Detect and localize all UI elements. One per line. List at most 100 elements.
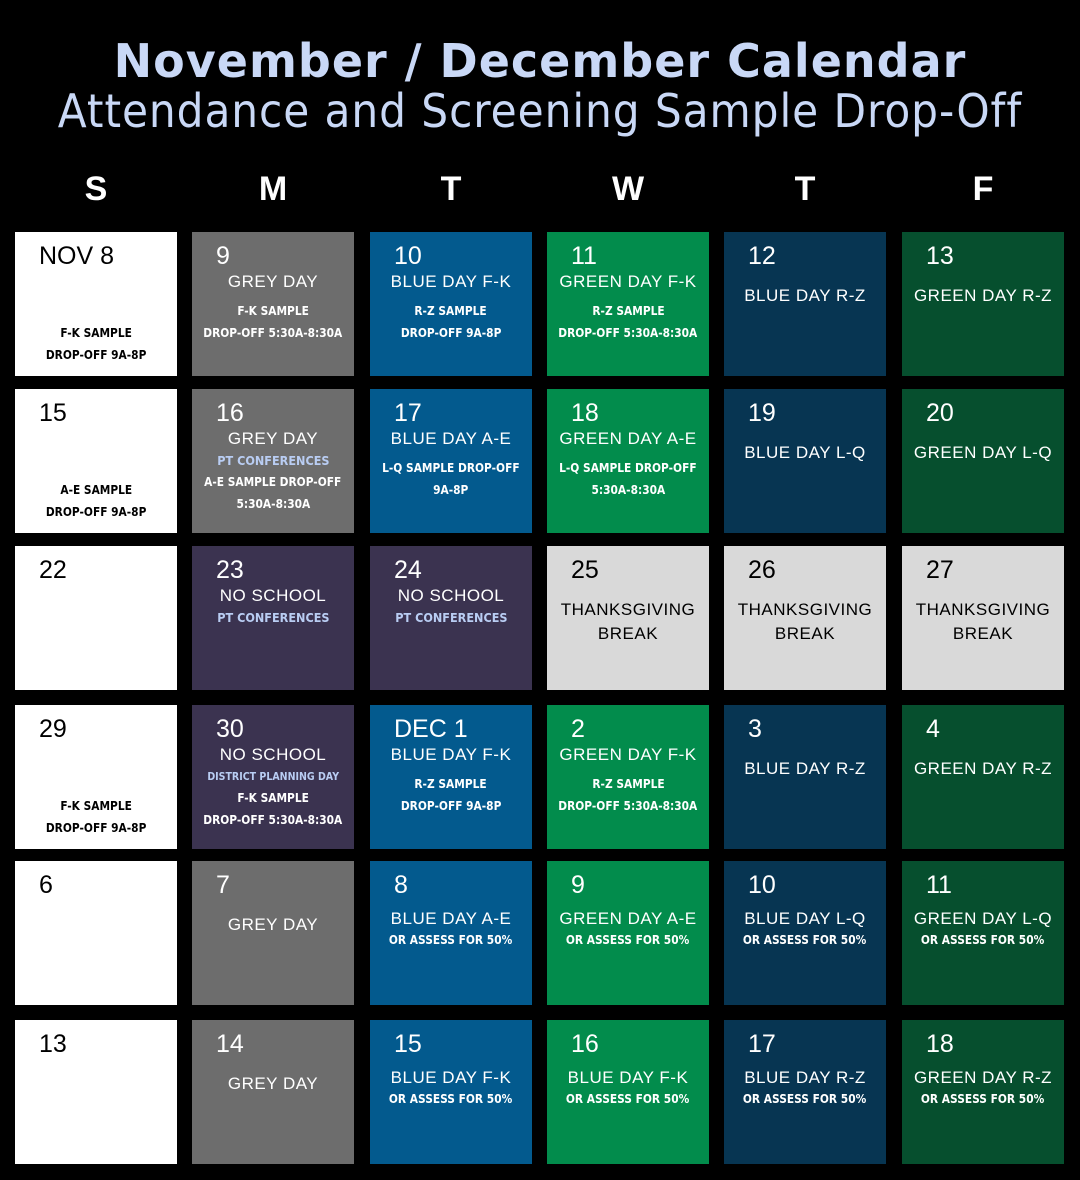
day-label: BLUE DAY F-K (567, 1068, 689, 1087)
day-label: THANKSGIVING BREAK (560, 600, 696, 643)
day-label: GREEN DAY F-K (559, 272, 697, 291)
day-number: 16 (216, 399, 244, 427)
day-number: 13 (926, 242, 954, 270)
title: November / December Calendar (113, 34, 967, 88)
day-number: 20 (926, 399, 954, 427)
drop-off-line: OR ASSESS FOR 50% (743, 932, 867, 947)
day-cell: 29 F-K SAMPLE DROP-OFF 9A-8P (15, 705, 177, 849)
day-cell: 12 BLUE DAY R-Z (724, 232, 886, 376)
day-note: PT CONFERENCES (216, 610, 330, 625)
day-cell: 11 GREEN DAY F-K R-Z SAMPLE DROP-OFF 5:30A-… (547, 232, 709, 376)
day-number: 17 (394, 399, 422, 427)
cell-body: GREY DAY (198, 1058, 348, 1154)
cell-body: BLUE DAY A-E OR ASSESS FOR 50% (376, 899, 526, 995)
cell-body: GREEN DAY R-Z (908, 743, 1058, 839)
drop-off-info: OR ASSESS FOR 50% (378, 1090, 523, 1108)
day-number: NOV 8 (39, 242, 115, 270)
drop-off-info: F-K SAMPLE DROP-OFF 5:30A-8:30A (191, 300, 355, 344)
drop-off-line: DROP-OFF 5:30A-8:30A (203, 812, 343, 827)
drop-off-info: F-K SAMPLE DROP-OFF 5:30A-8:30A (191, 787, 355, 831)
day-number: 18 (571, 399, 599, 427)
cell-body: BLUE DAY L-Q (730, 427, 880, 523)
drop-off-line: DROP-OFF 9A-8P (400, 325, 502, 340)
day-label: GREEN DAY L-Q (913, 443, 1053, 462)
drop-off-line: F-K SAMPLE (237, 790, 309, 805)
weekday-header: W (611, 170, 645, 208)
drop-off-info: OR ASSESS FOR 50% (555, 931, 700, 949)
day-number: 15 (394, 1030, 422, 1058)
drop-off-info: A-E SAMPLE DROP-OFF 5:30A-8:30A (192, 471, 353, 515)
day-number: 15 (39, 399, 67, 427)
drop-off-line: OR ASSESS FOR 50% (921, 1091, 1045, 1106)
drop-off-info: OR ASSESS FOR 50% (732, 1090, 877, 1108)
cell-body: BLUE DAY L-Q OR ASSESS FOR 50% (730, 899, 880, 995)
day-label: THANKSGIVING BREAK (737, 600, 873, 643)
day-cell: 4 GREEN DAY R-Z (902, 705, 1064, 849)
drop-off-line: A-E SAMPLE DROP-OFF (204, 474, 342, 489)
cell-body: BLUE DAY F-K OR ASSESS FOR 50% (553, 1058, 703, 1154)
day-cell: 19 BLUE DAY L-Q (724, 389, 886, 533)
cell-body (21, 1058, 171, 1154)
day-number: 17 (748, 1030, 776, 1058)
drop-off-line: F-K SAMPLE (60, 798, 132, 813)
cell-body: THANKSGIVING BREAK (908, 584, 1058, 680)
day-label: BLUE DAY R-Z (744, 286, 866, 305)
drop-off-line: OR ASSESS FOR 50% (389, 932, 513, 947)
drop-off-info: OR ASSESS FOR 50% (732, 931, 877, 949)
day-cell: 26 THANKSGIVING BREAK (724, 546, 886, 690)
drop-off-line: OR ASSESS FOR 50% (921, 932, 1045, 947)
day-cell: 13 (15, 1020, 177, 1164)
day-number: 3 (748, 715, 762, 743)
day-number: 9 (571, 871, 585, 899)
day-number: 4 (926, 715, 940, 743)
day-number: 7 (216, 871, 230, 899)
drop-off-line: R-Z SAMPLE (414, 303, 488, 318)
day-label: BLUE DAY L-Q (744, 443, 866, 462)
day-number: 11 (926, 871, 952, 899)
weekday-header: T (440, 170, 462, 208)
weekday-header: S (84, 170, 108, 208)
drop-off-info: A-E SAMPLE DROP-OFF 9A-8P (37, 479, 155, 523)
day-number: 27 (926, 556, 954, 584)
day-number: 18 (926, 1030, 954, 1058)
day-label: NO SCHOOL (219, 745, 327, 764)
day-label: BLUE DAY L-Q (744, 909, 866, 928)
drop-off-info: R-Z SAMPLE DROP-OFF 5:30A-8:30A (546, 300, 710, 344)
subtitle: Attendance and Screening Sample Drop-Off (57, 84, 1023, 138)
drop-off-line: F-K SAMPLE (60, 325, 132, 340)
drop-off-line: DROP-OFF 9A-8P (45, 820, 147, 835)
day-cell: 18 GREEN DAY R-Z OR ASSESS FOR 50% (902, 1020, 1064, 1164)
day-cell: 6 (15, 861, 177, 1005)
day-cell: 11 GREEN DAY L-Q OR ASSESS FOR 50% (902, 861, 1064, 1005)
day-cell: NOV 8 F-K SAMPLE DROP-OFF 9A-8P (15, 232, 177, 376)
day-note: DISTRICT PLANNING DAY (207, 771, 339, 783)
day-cell: 2 GREEN DAY F-K R-Z SAMPLE DROP-OFF 5:30A-8… (547, 705, 709, 849)
drop-off-line: A-E SAMPLE (60, 482, 132, 497)
day-number: 26 (748, 556, 776, 584)
day-cell: 25 THANKSGIVING BREAK (547, 546, 709, 690)
weekday-header: F (972, 170, 994, 208)
cell-body: BLUE DAY R-Z (730, 270, 880, 366)
drop-off-line: DROP-OFF 9A-8P (45, 347, 147, 362)
day-cell: DEC 1 BLUE DAY F-K R-Z SAMPLE DROP-OFF 9A-8… (370, 705, 532, 849)
cell-body (21, 584, 171, 680)
cell-body: F-K SAMPLE DROP-OFF 9A-8P (21, 743, 171, 839)
cell-body: GREEN DAY A-E OR ASSESS FOR 50% (553, 899, 703, 995)
cell-body: BLUE DAY A-E L-Q SAMPLE DROP-OFF 9A-8P (376, 427, 526, 523)
drop-off-info: OR ASSESS FOR 50% (555, 1090, 700, 1108)
day-number: 16 (571, 1030, 599, 1058)
day-number: 24 (394, 556, 422, 584)
drop-off-info: OR ASSESS FOR 50% (378, 931, 523, 949)
day-number: DEC 1 (394, 715, 468, 743)
day-number: 22 (39, 556, 67, 584)
day-label: BLUE DAY F-K (390, 1068, 512, 1087)
cell-body (21, 899, 171, 995)
cell-body: GREY DAY PT CONFERENCES A-E SAMPLE DROP-OF… (198, 427, 348, 523)
drop-off-info: L-Q SAMPLE DROP-OFF 5:30A-8:30A (547, 457, 709, 501)
drop-off-line: DROP-OFF 9A-8P (400, 798, 502, 813)
drop-off-line: L-Q SAMPLE DROP-OFF (559, 460, 697, 475)
drop-off-line: OR ASSESS FOR 50% (566, 1091, 690, 1106)
day-cell: 16 GREY DAY PT CONFERENCES A-E SAMPLE DROP-… (192, 389, 354, 533)
day-label: GREY DAY (227, 1074, 319, 1093)
